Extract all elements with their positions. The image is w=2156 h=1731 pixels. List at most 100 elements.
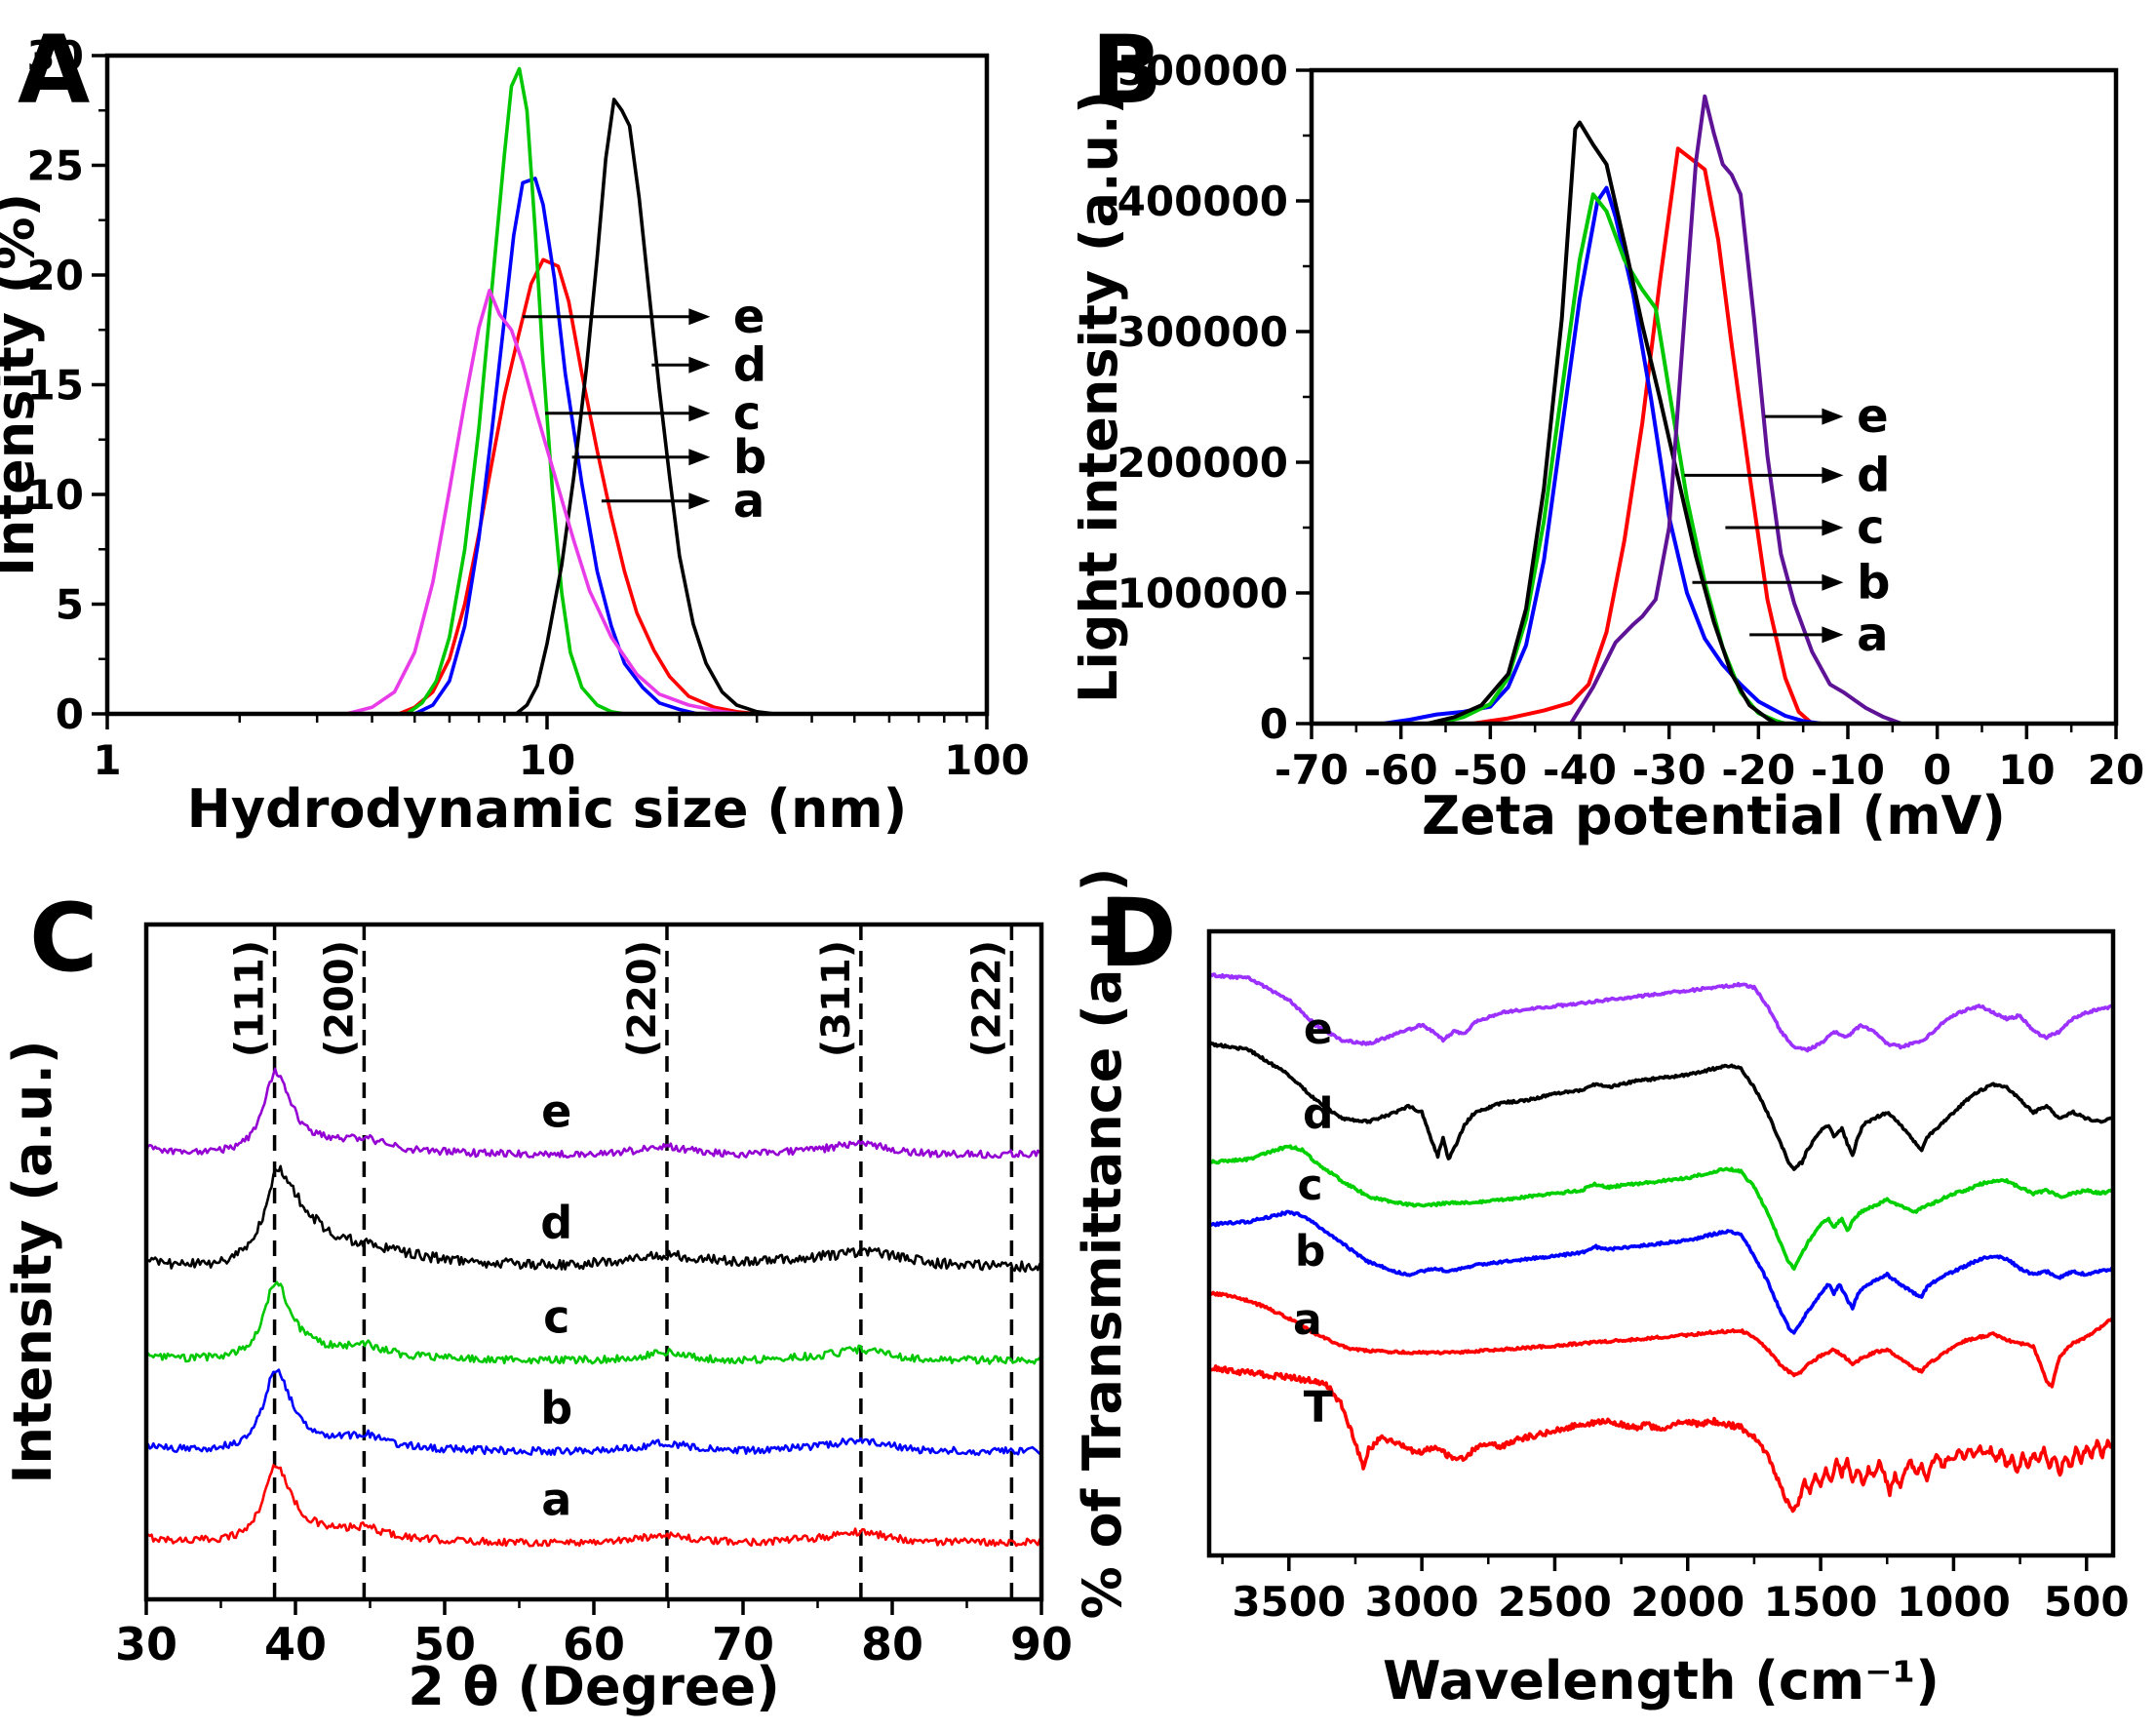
series-a-line bbox=[145, 1464, 1043, 1548]
series-d-line bbox=[515, 98, 776, 716]
x-axis-tick-label: 1500 bbox=[1764, 1578, 1878, 1626]
legend-arrow-label-b: b bbox=[733, 430, 766, 485]
x-axis-tick-label: 3000 bbox=[1365, 1578, 1479, 1626]
x-axis-tick-label: 10 bbox=[519, 736, 575, 784]
xrd-plane-label-(111): (111) bbox=[228, 940, 273, 1057]
legend-arrow-label-b: b bbox=[1857, 555, 1890, 610]
legend-arrow-label-e: e bbox=[733, 290, 765, 344]
x-axis-tick-label: 90 bbox=[1010, 1618, 1073, 1671]
y-axis-tick-label: 20 bbox=[27, 252, 84, 299]
panel-label-A: A bbox=[18, 16, 90, 125]
y-axis-title: Intensity (%) bbox=[0, 193, 46, 576]
legend-arrow-label-c: c bbox=[733, 386, 761, 441]
xrd-plane-label-(222): (222) bbox=[964, 940, 1009, 1057]
y-axis-tick-label: 30 bbox=[27, 32, 84, 80]
curve-label-e: e bbox=[1304, 1004, 1333, 1054]
x-axis-title: 2 θ (Degree) bbox=[408, 1656, 780, 1717]
series-a-line bbox=[398, 257, 758, 716]
y-axis-tick-label: 10 bbox=[27, 471, 84, 519]
y-axis-tick-label: 100000 bbox=[1117, 570, 1288, 617]
curve-label-b: b bbox=[1295, 1226, 1326, 1276]
legend-arrow-label-c: c bbox=[1857, 500, 1884, 555]
legend-arrow-label-d: d bbox=[733, 337, 766, 392]
x-axis-tick-label: 0 bbox=[1923, 746, 1951, 794]
panel-label-D: D bbox=[1099, 879, 1177, 988]
legend-arrowhead-e bbox=[688, 308, 711, 326]
series-T-line bbox=[1208, 1364, 2115, 1514]
series-d-line bbox=[1207, 1041, 2114, 1171]
x-axis-tick-label: -70 bbox=[1274, 746, 1349, 794]
series-a-line bbox=[1471, 146, 1814, 726]
series-c-line bbox=[1208, 1144, 2114, 1271]
legend-arrowhead-e bbox=[1822, 408, 1844, 425]
x-axis-tick-label: 3500 bbox=[1232, 1578, 1346, 1626]
y-axis-title: Light intensity (a.u.) bbox=[1078, 91, 1129, 703]
legend-arrowhead-a bbox=[1822, 626, 1844, 644]
x-axis-tick-label: -60 bbox=[1364, 746, 1438, 794]
x-axis-tick-label: -50 bbox=[1453, 746, 1527, 794]
x-axis-tick-label: -10 bbox=[1811, 746, 1885, 794]
legend-arrow-label-a: a bbox=[733, 474, 764, 529]
curve-label-b: b bbox=[540, 1382, 572, 1435]
y-axis-tick-label: 200000 bbox=[1117, 439, 1288, 487]
curve-label-T: T bbox=[1304, 1382, 1333, 1432]
panel-label-C: C bbox=[29, 884, 98, 993]
series-c-line bbox=[406, 66, 625, 716]
xrd-plane-label-(220): (220) bbox=[620, 940, 665, 1057]
series-e-line bbox=[1569, 94, 1902, 726]
x-axis-tick-label: -30 bbox=[1632, 746, 1706, 794]
curve-label-a: a bbox=[541, 1474, 571, 1526]
panel-a-chart: A 1 10 100 0 5 10 15 20 25 30 Hydrodynamic size (nm… bbox=[0, 16, 1030, 840]
y-axis-tick-label: 300000 bbox=[1117, 308, 1288, 356]
legend-arrowhead-d bbox=[1822, 466, 1844, 484]
curve-label-a: a bbox=[1293, 1295, 1322, 1345]
x-axis-title: Wavelength (cm⁻¹) bbox=[1383, 1650, 1940, 1711]
xrd-plane-label-(311): (311) bbox=[814, 940, 859, 1057]
series-e-line bbox=[1207, 972, 2115, 1053]
legend-arrowhead-b bbox=[1822, 573, 1844, 591]
x-axis-tick-label: -20 bbox=[1721, 746, 1795, 794]
y-axis-title: % of Transmittance (a.u.) bbox=[1078, 868, 1133, 1620]
x-axis-tick-label: 30 bbox=[115, 1618, 177, 1671]
y-axis-tick-label: 500000 bbox=[1117, 47, 1288, 95]
series-d-line bbox=[1427, 120, 1778, 726]
x-axis-tick-label: 1000 bbox=[1897, 1578, 2011, 1626]
panel-b-chart: B -70 -60 -50 -40 -30 -20 -10 0 10 20 0 100000 200000… bbox=[1078, 16, 2144, 846]
panel-d-chart: D 3500 3000 2500 2000 1500 1000 500 Wavelength (… bbox=[1078, 868, 2130, 1711]
curve-label-e: e bbox=[541, 1085, 571, 1138]
x-axis-tick-label: 500 bbox=[2044, 1578, 2130, 1626]
y-axis-tick-label: 0 bbox=[1260, 700, 1288, 748]
curve-label-c: c bbox=[543, 1291, 569, 1344]
x-axis-tick-label: 2500 bbox=[1498, 1578, 1612, 1626]
series-e-line bbox=[345, 289, 744, 716]
series-d-line bbox=[144, 1164, 1043, 1273]
plot-frame bbox=[1206, 928, 2116, 1558]
legend-arrowhead-c bbox=[688, 405, 711, 422]
legend-arrowhead-c bbox=[1822, 519, 1844, 536]
x-axis-title: Zeta potential (mV) bbox=[1422, 785, 2006, 846]
x-axis-tick-label: 80 bbox=[861, 1618, 923, 1671]
y-axis-tick-label: 0 bbox=[56, 690, 84, 738]
curve-label-d: d bbox=[540, 1197, 572, 1249]
x-axis-tick-label: 2000 bbox=[1630, 1578, 1744, 1626]
legend-arrow-label-d: d bbox=[1857, 448, 1890, 502]
panel-c-chart: C (111) (200) (220) (311) (222) 30 40 50 60 70 80 90… bbox=[2, 884, 1073, 1717]
xrd-plane-label-(200): (200) bbox=[317, 940, 362, 1057]
curve-label-d: d bbox=[1303, 1089, 1334, 1139]
legend-arrowhead-a bbox=[688, 492, 711, 510]
legend-arrow-label-e: e bbox=[1857, 389, 1889, 444]
x-axis-tick-label: 50 bbox=[413, 1618, 476, 1671]
y-axis-tick-label: 5 bbox=[56, 581, 84, 629]
x-axis-tick-label: -40 bbox=[1543, 746, 1617, 794]
legend-arrowhead-b bbox=[688, 449, 711, 466]
x-axis-title: Hydrodynamic size (nm) bbox=[187, 778, 908, 840]
y-axis-tick-label: 25 bbox=[27, 142, 84, 190]
x-axis-tick-label: 1 bbox=[93, 736, 121, 784]
series-b-line bbox=[1207, 1209, 2114, 1335]
plot-frame bbox=[104, 53, 990, 717]
legend-arrowhead-d bbox=[688, 356, 711, 374]
curve-label-c: c bbox=[1298, 1161, 1323, 1210]
legend-arrow-label-a: a bbox=[1857, 608, 1888, 662]
series-c-line bbox=[1435, 192, 1786, 726]
